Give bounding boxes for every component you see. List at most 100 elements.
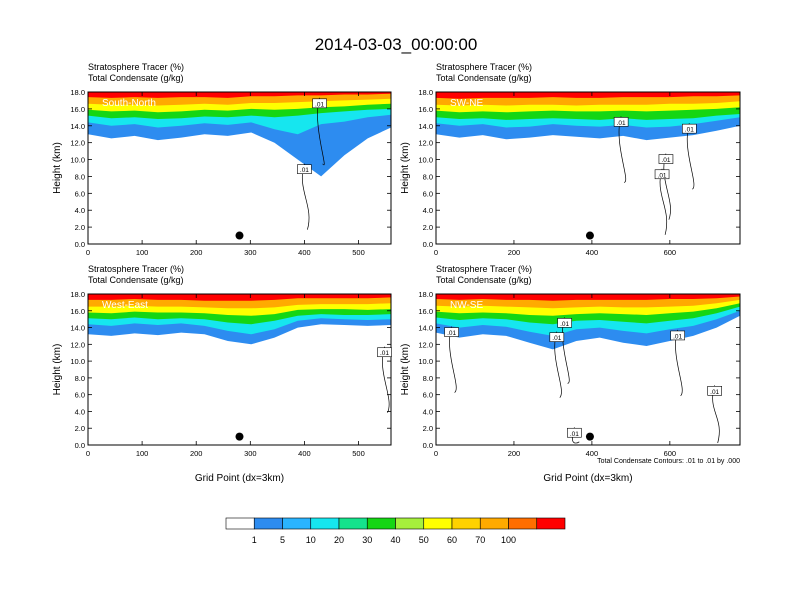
panel-sw-ne: Stratosphere Tracer (%) Total Condensate… [400, 62, 741, 257]
panel-south-north-location-marker [235, 231, 244, 240]
y-tick-label: 2.0 [75, 424, 85, 433]
x-tick-label: 300 [244, 449, 257, 458]
x-tick-label: 200 [508, 248, 521, 257]
panel-sw-ne-x-axis: 0 200 400 600 [434, 92, 676, 257]
tracer-layer-100 [436, 92, 740, 99]
y-tick-label: 4.0 [75, 206, 85, 215]
y-tick-label: 2.0 [423, 223, 433, 232]
x-tick-label: 0 [434, 449, 438, 458]
y-tick-label: 4.0 [75, 407, 85, 416]
colorbar-label: 1 [252, 535, 257, 545]
colorbar-swatch [508, 517, 538, 530]
figure-title: 2014-03-03_00:00:00 [315, 35, 478, 54]
panel-south-north-y-axis: 0.0 2.0 4.0 6.0 8.0 10.0 12.0 14.0 16.0 18.0 [70, 88, 391, 249]
panel-nw-se-title-line-2: Total Condensate (g/kg) [436, 275, 532, 285]
tracer-layer-100 [436, 294, 740, 301]
panel-sw-ne-contour-labels: .01 .01 .01 .01 [613, 117, 697, 180]
y-tick-label: 12.0 [418, 139, 433, 148]
panel-sw-ne-y-axis: 0.0 2.0 4.0 6.0 8.0 10.0 12.0 14.0 16.0 18.0 [418, 88, 740, 249]
x-tick-label: 0 [86, 248, 90, 257]
y-tick-label: 6.0 [75, 391, 85, 400]
colorbar: 1 5 10 20 30 40 50 60 70 100 [225, 517, 566, 545]
colorbar-swatch [253, 517, 283, 530]
y-tick-label: 2.0 [423, 424, 433, 433]
y-tick-label: 6.0 [423, 189, 433, 198]
y-tick-label: 6.0 [75, 189, 85, 198]
colorbar-label: 5 [280, 535, 285, 545]
contour-label: .01 [673, 333, 682, 340]
contour-label: .01 [315, 101, 324, 108]
contour-label: .01 [710, 389, 719, 396]
panel-west-east-contour-labels: .01 [377, 347, 392, 358]
panel-west-east-title-line-1: Stratosphere Tracer (%) [88, 264, 184, 274]
contour-label: .01 [617, 120, 626, 127]
contour-label-box [654, 169, 670, 180]
x-tick-label: 200 [508, 449, 521, 458]
y-tick-label: 2.0 [75, 223, 85, 232]
colorbar-swatch [310, 517, 340, 530]
y-tick-label: 18.0 [70, 88, 85, 97]
panel-nw-se-label: NW-SE [450, 300, 483, 311]
y-tick-label: 8.0 [423, 374, 433, 383]
y-tick-label: 12.0 [70, 139, 85, 148]
panel-sw-ne-label: SW-NE [450, 98, 483, 109]
y-tick-label: 4.0 [423, 206, 433, 215]
x-tick-label: 400 [586, 449, 599, 458]
y-tick-label: 12.0 [418, 340, 433, 349]
contour-label-box [707, 386, 722, 396]
panel-west-east-x-axis: 0 100 200 300 400 500 [86, 294, 365, 458]
y-tick-label: 0.0 [75, 441, 85, 450]
tracer-layer-100 [88, 294, 391, 301]
panel-nw-se-plot-frame [435, 293, 741, 446]
panel-west-east-y-axis: 0.0 2.0 4.0 6.0 8.0 10.0 12.0 14.0 16.0 18.0 [70, 290, 391, 450]
x-tick-label: 500 [352, 449, 365, 458]
panel-sw-ne-location-marker [585, 231, 594, 240]
panel-nw-se-tracer-field [436, 294, 740, 350]
x-tick-label: 100 [136, 248, 149, 257]
y-tick-label: 10.0 [418, 156, 433, 165]
x-tick-label: 600 [664, 449, 677, 458]
panel-west-east-location-marker [235, 432, 244, 441]
x-tick-label: 400 [298, 248, 311, 257]
contour-label: .01 [300, 167, 309, 174]
contour-label: .01 [380, 350, 389, 357]
contour-label: .01 [658, 172, 667, 179]
y-tick-label: 14.0 [418, 324, 433, 333]
y-tick-label: 8.0 [75, 172, 85, 181]
y-tick-label: 16.0 [418, 105, 433, 114]
panel-west-east-y-axis-label: Height (km) [52, 344, 63, 396]
y-tick-label: 12.0 [70, 340, 85, 349]
colorbar-swatch [395, 517, 425, 530]
x-tick-label: 500 [352, 248, 365, 257]
contour-label-box [297, 164, 312, 174]
contour-note: Total Condensate Contours: .01 to .01 by… [597, 458, 740, 465]
contour-label: .01 [447, 330, 456, 337]
colorbar-swatch [338, 517, 368, 530]
contour-label: .01 [661, 157, 670, 164]
y-tick-label: 14.0 [418, 122, 433, 131]
panel-sw-ne-title-line-1: Stratosphere Tracer (%) [436, 62, 532, 72]
panel-south-north-tracer-field [88, 92, 391, 177]
panel-nw-se-y-axis: 0.0 2.0 4.0 6.0 8.0 10.0 12.0 14.0 16.0 18.0 [418, 290, 740, 450]
panel-nw-se-x-axis: 0 200 400 600 [434, 294, 676, 458]
colorbar-swatch [479, 517, 509, 530]
panel-sw-ne-y-axis-label: Height (km) [400, 142, 411, 194]
y-tick-label: 18.0 [70, 290, 85, 299]
panel-south-north-x-axis: 0 100 200 300 400 500 [86, 92, 365, 257]
colorbar-swatch [366, 517, 396, 530]
contour-label-box [377, 347, 392, 358]
colorbar-label: 70 [475, 535, 485, 545]
y-tick-label: 10.0 [70, 156, 85, 165]
contour-label-box [444, 327, 459, 337]
y-tick-label: 14.0 [70, 324, 85, 333]
panel-west-east-tracer-field [88, 294, 391, 345]
y-tick-label: 16.0 [418, 307, 433, 316]
x-tick-label: 400 [586, 248, 599, 257]
colorbar-label: 50 [419, 535, 429, 545]
y-tick-label: 18.0 [418, 88, 433, 97]
panel-sw-ne-title-line-2: Total Condensate (g/kg) [436, 73, 532, 83]
y-tick-label: 8.0 [75, 374, 85, 383]
panel-south-north-plot-frame [87, 91, 392, 245]
contour-label-box [670, 330, 685, 341]
